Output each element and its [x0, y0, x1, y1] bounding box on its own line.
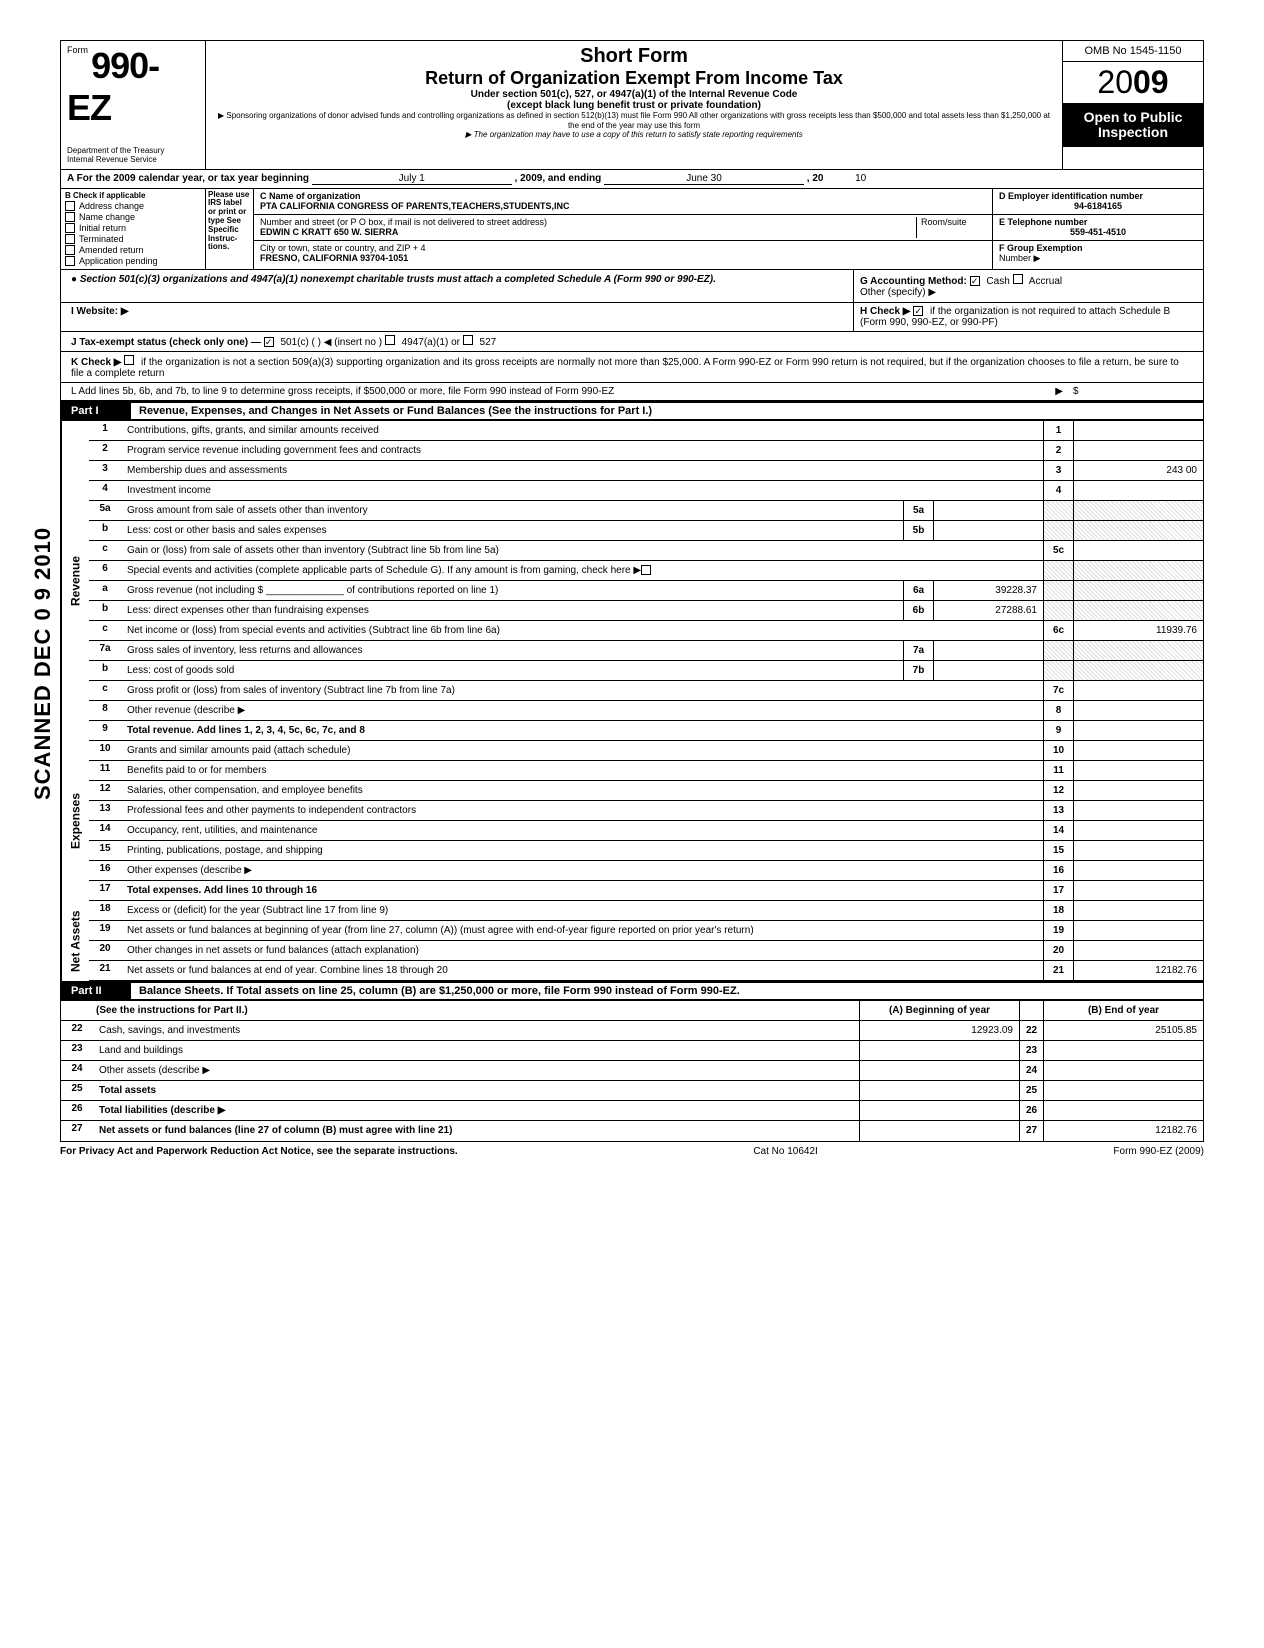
revenue-group: Revenue 1Contributions, gifts, grants, a… — [61, 421, 1203, 741]
k-check-row: K Check ▶ if the organization is not a s… — [61, 352, 1203, 383]
subtitle2: (except black lung benefit trust or priv… — [216, 100, 1052, 111]
app-pending-check[interactable] — [65, 256, 75, 266]
form-990ez: Form 990-EZ Department of the Treasury I… — [60, 40, 1204, 1142]
part-1-header: Part I Revenue, Expenses, and Changes in… — [61, 401, 1203, 421]
bs-header-row: (See the instructions for Part II.) (A) … — [61, 1001, 1203, 1021]
501c-check[interactable]: ✓ — [264, 337, 274, 347]
city-row: City or town, state or country, and ZIP … — [254, 241, 992, 267]
omb-cell: OMB No 1545-1150 2009 Open to Public Ins… — [1063, 41, 1203, 169]
header-note2: ▶ The organization may have to use a cop… — [216, 130, 1052, 140]
org-info-section: B Check if applicable Address change Nam… — [61, 189, 1203, 270]
tax-exempt-status-row: J Tax-exempt status (check only one) — ✓… — [61, 332, 1203, 352]
accounting-method: G Accounting Method: ✓ Cash Accrual Othe… — [853, 270, 1203, 302]
title-cell: Short Form Return of Organization Exempt… — [206, 41, 1063, 169]
terminated-check[interactable] — [65, 234, 75, 244]
subtitle: Under section 501(c), 527, or 4947(a)(1)… — [216, 89, 1052, 100]
privacy-notice: For Privacy Act and Paperwork Reduction … — [60, 1146, 458, 1157]
right-info-col: D Employer identification number 94-6184… — [993, 189, 1203, 269]
phone-value: 559-451-4510 — [999, 227, 1197, 237]
line-6b-value: 27288.61 — [933, 601, 1043, 620]
end-month: June 30 — [604, 173, 804, 185]
please-col: Please use IRS label or print or type Se… — [206, 189, 254, 269]
begin-date: July 1 — [312, 173, 512, 185]
gaming-check[interactable] — [641, 565, 651, 575]
line-27-end: 12182.76 — [1043, 1121, 1203, 1141]
schedule-b-check[interactable]: ✓ — [913, 306, 923, 316]
room-suite: Room/suite — [916, 217, 986, 238]
l-line-row: L Add lines 5b, 6b, and 7b, to line 9 to… — [61, 383, 1203, 401]
name-change-check[interactable] — [65, 212, 75, 222]
line-22-begin: 12923.09 — [859, 1021, 1019, 1040]
end-year: 10 — [826, 173, 866, 184]
omb-number: OMB No 1545-1150 — [1063, 41, 1203, 62]
expenses-label: Expenses — [61, 741, 89, 901]
form-ref: Form 990-EZ (2009) — [1113, 1146, 1204, 1157]
form-number: 990-EZ — [67, 45, 159, 128]
schedule-a-text: ● Section 501(c)(3) organizations and 49… — [61, 270, 853, 302]
org-name-row: C Name of organization PTA CALIFORNIA CO… — [254, 189, 992, 215]
website-h-row: I Website: ▶ H Check ▶ ✓ if the organiza… — [61, 303, 1203, 332]
scanned-stamp: SCANNED DEC 0 9 2010 — [30, 527, 56, 800]
col-a-header: (A) Beginning of year — [859, 1001, 1019, 1020]
website-label: I Website: ▶ — [71, 306, 129, 317]
org-name: PTA CALIFORNIA CONGRESS OF PARENTS,TEACH… — [260, 201, 570, 211]
cat-number: Cat No 10642I — [753, 1146, 818, 1157]
4947-check[interactable] — [385, 335, 395, 345]
street-row: Number and street (or P O box, if mail i… — [254, 215, 992, 241]
part-2-header: Part II Balance Sheets. If Total assets … — [61, 981, 1203, 1001]
open-public: Open to Public Inspection — [1063, 104, 1203, 147]
phone-row: E Telephone number 559-451-4510 — [993, 215, 1203, 241]
line-21-value: 12182.76 — [1073, 961, 1203, 980]
initial-return-check[interactable] — [65, 223, 75, 233]
dept-text: Department of the Treasury Internal Reve… — [67, 147, 199, 165]
ein-value: 94-6184165 — [999, 201, 1197, 211]
line-3-value: 243 00 — [1073, 461, 1203, 480]
section-b-checkboxes: B Check if applicable Address change Nam… — [61, 189, 206, 269]
accrual-check[interactable] — [1013, 274, 1023, 284]
schedule-a-row: ● Section 501(c)(3) organizations and 49… — [61, 270, 1203, 303]
form-footer: For Privacy Act and Paperwork Reduction … — [60, 1142, 1204, 1161]
cash-check[interactable]: ✓ — [970, 276, 980, 286]
addr-change-check[interactable] — [65, 201, 75, 211]
header-note1: ▶ Sponsoring organizations of donor advi… — [216, 111, 1052, 130]
revenue-label: Revenue — [61, 421, 89, 741]
short-form-title: Short Form — [216, 45, 1052, 68]
street-address: EDWIN C KRATT 650 W. SIERRA — [260, 227, 398, 237]
col-b-header: (B) End of year — [1043, 1001, 1203, 1020]
tax-year-row: A For the 2009 calendar year, or tax yea… — [61, 170, 1203, 189]
name-address-col: C Name of organization PTA CALIFORNIA CO… — [254, 189, 993, 269]
tax-year: 2009 — [1063, 62, 1203, 104]
line-6c-value: 11939.76 — [1073, 621, 1203, 640]
line-6a-value: 39228.37 — [933, 581, 1043, 600]
k-checkbox[interactable] — [124, 355, 134, 365]
main-title: Return of Organization Exempt From Incom… — [216, 68, 1052, 89]
form-prefix: Form — [67, 45, 88, 55]
amended-check[interactable] — [65, 245, 75, 255]
net-assets-group: Net Assets 18Excess or (deficit) for the… — [61, 901, 1203, 981]
form-header: Form 990-EZ Department of the Treasury I… — [61, 41, 1203, 170]
net-assets-label: Net Assets — [61, 901, 89, 981]
ein-row: D Employer identification number 94-6184… — [993, 189, 1203, 215]
city-state-zip: FRESNO, CALIFORNIA 93704-1051 — [260, 253, 408, 263]
line-22-end: 25105.85 — [1043, 1021, 1203, 1040]
expenses-group: Expenses 10Grants and similar amounts pa… — [61, 741, 1203, 901]
group-exempt-row: F Group Exemption Number ▶ — [993, 241, 1203, 267]
form-number-cell: Form 990-EZ Department of the Treasury I… — [61, 41, 206, 169]
527-check[interactable] — [463, 335, 473, 345]
